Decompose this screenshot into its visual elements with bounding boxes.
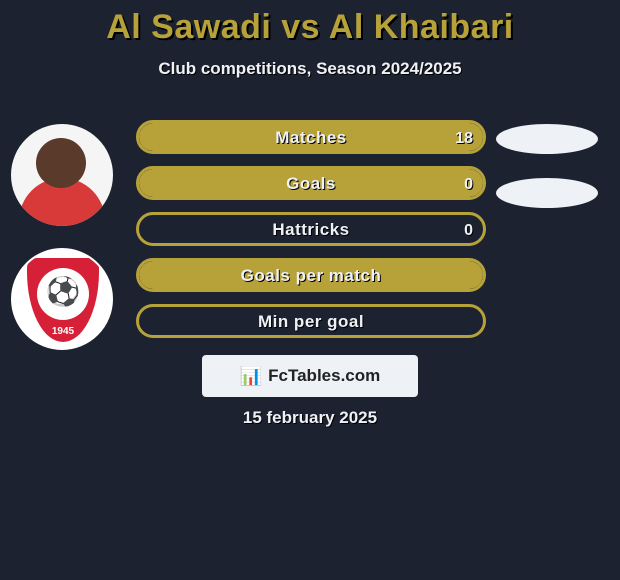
club-badge-avatar: ⚽ 1945 bbox=[11, 248, 113, 350]
stat-label: Hattricks bbox=[139, 215, 483, 243]
stat-label: Goals per match bbox=[139, 261, 483, 289]
stat-value: 0 bbox=[464, 169, 473, 197]
source-logo: 📊 FcTables.com bbox=[202, 355, 418, 397]
player-photo-avatar bbox=[11, 124, 113, 226]
stat-row: Goals per match bbox=[136, 258, 486, 292]
stat-row: Matches18 bbox=[136, 120, 486, 154]
stat-label: Matches bbox=[139, 123, 483, 151]
chart-icon: 📊 bbox=[240, 367, 262, 385]
right-player-column bbox=[496, 124, 598, 208]
stat-value: 18 bbox=[455, 123, 473, 151]
club-shield: ⚽ 1945 bbox=[27, 258, 99, 342]
stat-label: Goals bbox=[139, 169, 483, 197]
stat-bar: Matches18 bbox=[136, 120, 486, 154]
page-title: Al Sawadi vs Al Khaibari bbox=[0, 0, 620, 47]
comparison-card: Al Sawadi vs Al Khaibari Club competitio… bbox=[0, 0, 620, 580]
stat-row: Goals0 bbox=[136, 166, 486, 200]
source-logo-text: FcTables.com bbox=[268, 366, 380, 386]
stat-bars: Matches18Goals0Hattricks0Goals per match… bbox=[136, 120, 486, 338]
opponent-oval bbox=[496, 124, 598, 154]
subtitle: Club competitions, Season 2024/2025 bbox=[0, 59, 620, 79]
date-label: 15 february 2025 bbox=[0, 408, 620, 428]
stat-value: 0 bbox=[464, 215, 473, 243]
opponent-oval bbox=[496, 178, 598, 208]
stat-label: Min per goal bbox=[139, 307, 483, 335]
stat-bar: Hattricks0 bbox=[136, 212, 486, 246]
club-shield-year: 1945 bbox=[27, 326, 99, 337]
stat-row: Hattricks0 bbox=[136, 212, 486, 246]
stat-row: Min per goal bbox=[136, 304, 486, 338]
stat-bar: Goals per match bbox=[136, 258, 486, 292]
club-shield-icon: ⚽ bbox=[37, 268, 89, 320]
left-player-column: ⚽ 1945 bbox=[8, 124, 116, 350]
stat-bar: Min per goal bbox=[136, 304, 486, 338]
stat-bar: Goals0 bbox=[136, 166, 486, 200]
